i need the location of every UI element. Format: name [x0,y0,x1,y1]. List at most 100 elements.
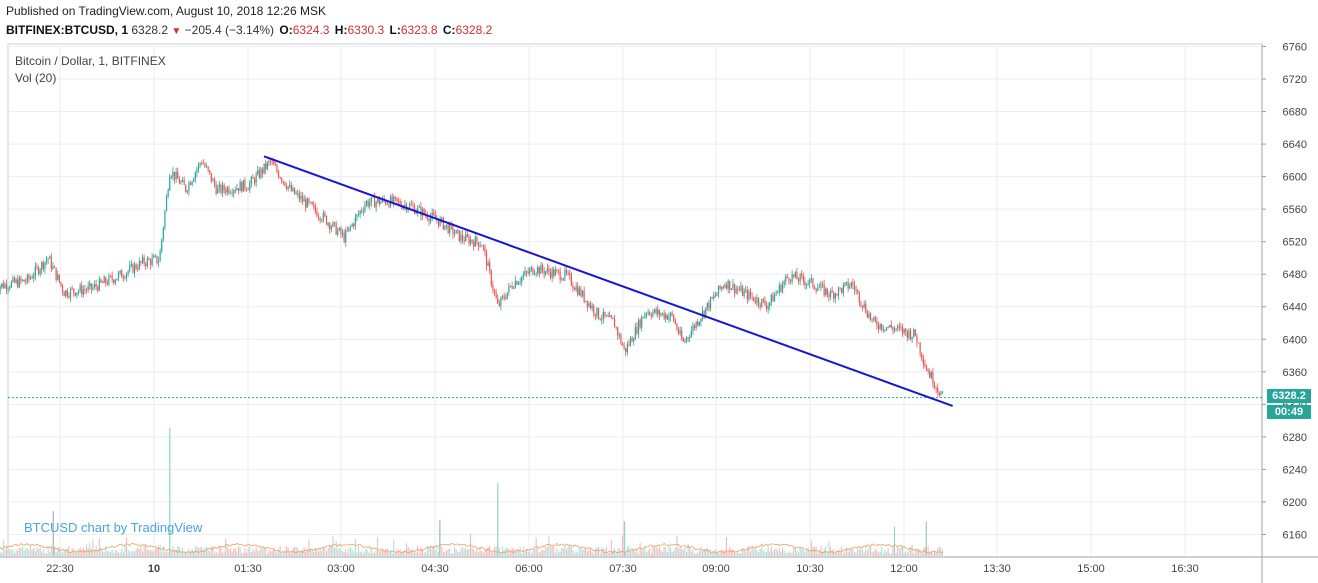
volume-bar [604,548,606,556]
candle-body [13,277,16,283]
high-value: 6330.3 [347,23,385,37]
candle-body [802,275,804,281]
volume-bar [735,552,737,556]
candle-body [465,234,467,242]
volume-bar [369,552,371,556]
volume-bar [806,550,808,556]
candle-body [674,321,676,324]
candle-body [20,277,22,281]
candle-body [353,224,355,227]
volume-bar [873,551,875,556]
volume-bar [345,548,347,556]
volume-bar [609,552,611,556]
volume-bar [452,553,454,556]
volume-bar [876,550,878,556]
candle-body [559,271,561,280]
volume-bar [252,548,254,556]
volume-bar [638,553,640,556]
volume-legend[interactable]: Vol (20) [15,71,57,85]
volume-bar [810,540,812,556]
candle-body [375,202,377,208]
volume-bar [358,545,360,556]
candle-body [623,345,625,348]
volume-bar [116,550,118,556]
volume-bar [84,549,86,556]
candle-body [919,342,921,354]
volume-bar [222,552,224,556]
candle-body [204,164,206,167]
volume-bar [137,547,139,556]
volume-bar [4,549,6,556]
volume-bar [0,551,1,556]
volume-bar [766,551,768,556]
candle-body [505,298,507,300]
candle-body [116,278,118,281]
volume-bar [55,551,57,556]
high-label: H: [334,23,348,37]
y-tick-label: 6600 [1283,172,1307,184]
candle-body [146,258,148,266]
candle-body [244,180,246,189]
volume-bar [447,548,449,556]
volume-bar [175,550,177,556]
candle-body [564,269,566,279]
candle-body [417,207,419,213]
volume-bar [234,548,236,556]
candle-body [463,239,465,242]
candle-body [879,324,881,330]
volume-bar [545,547,547,556]
volume-bar [76,552,78,556]
volume-bar [631,549,633,556]
volume-bar [886,552,888,556]
volume-bar [257,550,259,556]
candle-body [546,268,548,272]
y-tick-label: 6560 [1283,204,1307,216]
candle-body [82,289,84,295]
candle-body [209,170,211,173]
candle-body [377,198,379,203]
x-tick-label: 03:00 [327,563,355,575]
candle-body [2,283,4,288]
series-legend[interactable]: Bitcoin / Dollar, 1, BITFINEX [15,54,166,68]
candle-body [714,295,716,297]
candle-body [55,267,57,280]
volume-bar [911,544,913,556]
volume-bar [228,550,230,556]
candle-body [604,311,606,317]
close-label: C: [442,23,456,37]
volume-bar [657,548,659,556]
volume-bar [438,551,440,556]
volume-bar [934,550,936,556]
volume-bar [844,550,846,556]
candles [0,157,944,398]
candle-body [98,279,100,291]
candle-body [66,290,68,297]
candle-body [439,218,441,226]
candle-body [756,297,758,303]
volume-bar [382,549,384,556]
volume-bar [190,551,192,556]
volume-bar [94,549,96,556]
volume-bar [772,551,774,556]
candle-body [434,214,436,220]
volume-bar [340,548,342,556]
candle-body [121,270,123,278]
volume-bar [777,550,779,556]
volume-bar [662,551,664,556]
volume-bar [446,550,448,556]
candle-body [154,255,156,257]
candle-body [721,287,723,289]
volume-bar [442,551,444,556]
candle-body [933,384,936,388]
candle-body [653,309,656,313]
candle-body [386,203,388,205]
volume-bar [44,553,46,556]
candle-body [818,287,820,289]
candle-body [877,326,880,330]
volume-bar [684,547,686,556]
candle-body [485,251,488,267]
volume-bar [134,551,136,556]
candle-body [349,226,352,228]
candle-body [317,216,320,218]
